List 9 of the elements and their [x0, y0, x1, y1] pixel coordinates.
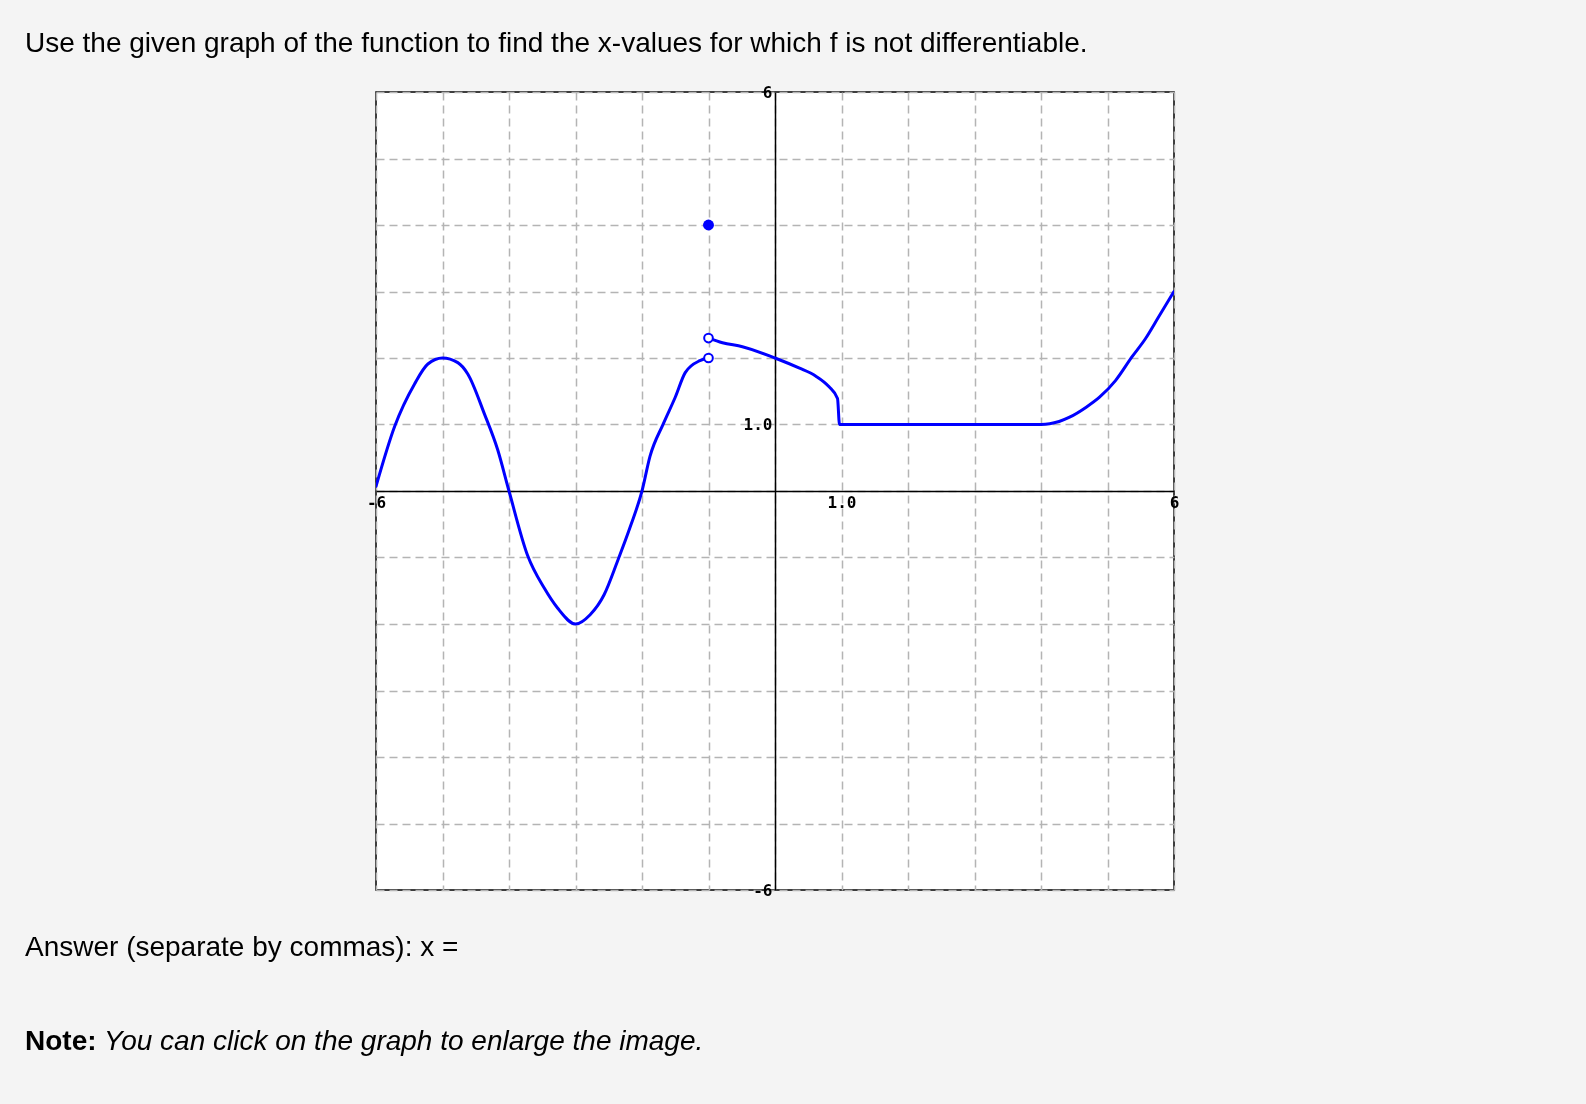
point [703, 352, 714, 364]
x-tick-label: 1.0 [827, 492, 857, 512]
chart-title: Use the given graph of the function to find the x-values for which f is not differentiable. [25, 27, 1088, 58]
text: Answer (separate by commas): x = [25, 931, 459, 962]
point [703, 219, 714, 231]
text: You can click on the graph to enlarge the image. [104, 1025, 704, 1056]
point [703, 332, 714, 344]
y-tick-label: 1.0 [743, 415, 773, 434]
text: Note: [25, 1025, 97, 1056]
